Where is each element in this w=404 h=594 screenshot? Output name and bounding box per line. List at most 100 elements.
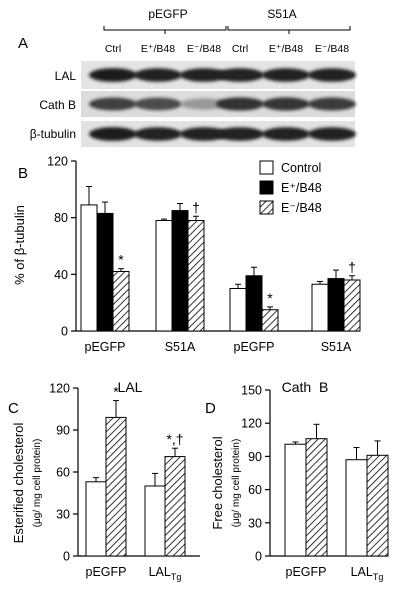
panel-b-letter: B — [18, 165, 28, 182]
panel-b-bar-1-1 — [171, 210, 189, 332]
panel-c-ytick-label-3: 90 — [56, 424, 70, 438]
panel-c-ytick-label-0: 0 — [63, 550, 70, 564]
blot-bands — [89, 68, 356, 141]
panel-d-ytick-label-3: 90 — [248, 450, 262, 464]
band-cathb-lane-4 — [262, 97, 310, 111]
panel-b-bar-3-1 — [327, 278, 345, 332]
band-tubulin-lane-0 — [89, 127, 137, 141]
band-cathb-lane-1 — [134, 97, 182, 111]
panel-d-ytick-label-2: 60 — [248, 483, 262, 497]
panel-d-ytick-label-1: 30 — [248, 516, 262, 530]
lane-label-3: Ctrl — [232, 43, 248, 55]
panel-b-category-label-2: pEGFP — [234, 340, 275, 354]
panel-b-bar-3-0 — [311, 283, 329, 332]
panel-c-chart: C Esterified cholesterol (μg/ mg cell pr… — [8, 382, 200, 582]
panel-c-ytick-label-1: 30 — [56, 508, 70, 522]
band-cathb-lane-0 — [89, 97, 137, 111]
group-brace-s51a — [227, 26, 351, 34]
panel-d-category-label-1: LALTg — [351, 565, 384, 582]
panel-c-bar-1-0 — [144, 485, 166, 557]
panel-c-category-subscript-1: Tg — [171, 572, 182, 582]
band-lal-lane-3 — [216, 68, 264, 82]
band-cathb-lane-3 — [216, 97, 264, 111]
panel-c-ylabel: Esterified cholesterol — [11, 423, 26, 544]
panel-d-ytick-label-0: 0 — [255, 550, 262, 564]
panel-b-ytick-label-3: 120 — [47, 155, 68, 169]
panel-b-bar-1-2 — [187, 220, 205, 332]
group-label-pegfp: pEGFP — [148, 7, 187, 21]
lane-label-2: E⁻/B48 — [187, 43, 221, 55]
panel-b-annotation-0: * — [118, 252, 124, 268]
panel-d-bar-1-0 — [345, 459, 368, 557]
panel-b-bar-0-2 — [112, 271, 130, 332]
panel-d-category-label-0: pEGFP — [286, 565, 327, 579]
lane-label-1: E⁺/B48 — [141, 43, 175, 55]
panel-b-annotation-2: * — [267, 290, 273, 306]
legend-label-1: E⁺/B48 — [281, 181, 322, 195]
panel-d-category-subscript-1: Tg — [373, 572, 384, 582]
panel-d-bar-0-1 — [305, 438, 328, 557]
panel-a-western-blot: A pEGFP S51A Ctrl E⁺/B48 E⁻/B48 Ctrl E⁺/B48 E… — [18, 7, 356, 147]
panel-c-category-base-1: LAL — [149, 565, 171, 579]
panel-d-ylabel: Free cholesterol — [210, 436, 225, 529]
band-tubulin-lane-5 — [308, 127, 356, 141]
panel-d-bar-1-1 — [366, 454, 389, 557]
lane-labels: Ctrl E⁺/B48 E⁻/B48 Ctrl E⁺/B48 E⁻/B48 — [105, 43, 349, 55]
panel-c-category-label-1: LALTg — [149, 565, 182, 582]
band-lal-lane-1 — [134, 68, 182, 82]
band-tubulin-lane-2 — [180, 127, 228, 141]
panel-d-category-base-1: LAL — [351, 565, 373, 579]
panel-c-bar-1-1 — [164, 456, 186, 557]
legend-label-0: Control — [281, 161, 321, 175]
panel-b-annotation-1: † — [192, 199, 200, 215]
panel-d-ylabel-unit: (μg/ mg cell protein) — [231, 439, 242, 528]
panel-b-ytick-label-0: 0 — [61, 325, 68, 339]
panel-c-letter: C — [8, 400, 19, 417]
group-label-s51a: S51A — [267, 7, 296, 21]
band-lal-lane-5 — [308, 68, 356, 82]
panel-b-bar-2-1 — [245, 275, 263, 332]
panel-d-ytick-label-4: 120 — [241, 417, 262, 431]
lane-label-0: Ctrl — [105, 43, 121, 55]
panel-c-annotation-1: *,† — [166, 431, 183, 447]
panel-b-bar-1-0 — [155, 220, 173, 332]
panel-b-category-label-1: S51A — [165, 340, 196, 354]
group-label-cathb: Cath B — [282, 379, 329, 395]
band-lal-lane-0 — [89, 68, 137, 82]
panel-b-bar-0-0 — [80, 204, 98, 332]
panel-b-category-label-3: S51A — [321, 340, 352, 354]
legend-label-2: E⁻/B48 — [281, 201, 322, 215]
panel-b-bar-0-1 — [96, 212, 114, 332]
band-tubulin-lane-4 — [262, 127, 310, 141]
panel-b-category-label-0: pEGFP — [85, 340, 126, 354]
band-cathb-lane-2 — [180, 98, 228, 110]
panel-b-bar-2-2 — [261, 309, 279, 332]
row-label-cathb: Cath B — [39, 98, 76, 112]
panel-c-ytick-label-2: 60 — [56, 466, 70, 480]
panel-c-bar-0-0 — [85, 481, 107, 557]
panel-d-chart: D Free cholesterol (μg/ mg cell protein)… — [205, 384, 389, 582]
panel-b-annotation-3: † — [348, 259, 356, 275]
panel-b-ylabel: % of β-tubulin — [12, 205, 27, 285]
band-tubulin-lane-1 — [134, 127, 182, 141]
panel-a-letter: A — [18, 35, 28, 52]
panel-b-chart: B % of β-tubulin Control E⁺/B48 E⁻/B48 LAL… — [12, 155, 361, 395]
panel-b-legend: Control E⁺/B48 E⁻/B48 — [259, 160, 322, 215]
band-lal-lane-4 — [262, 68, 310, 82]
panel-c-annotation-0: * — [113, 384, 119, 400]
panel-c-category-label-0: pEGFP — [86, 565, 127, 579]
group-brace-pegfp — [103, 26, 227, 34]
band-tubulin-lane-3 — [216, 127, 264, 141]
panel-b-bar-3-2 — [343, 279, 361, 332]
panel-c-bar-0-1 — [105, 416, 127, 557]
band-lal-lane-2 — [180, 68, 228, 82]
panel-c-ylabel-unit: (μg/ mg cell protein) — [32, 439, 43, 528]
legend-swatch-0 — [259, 160, 274, 175]
lane-label-4: E⁺/B48 — [269, 43, 303, 55]
band-cathb-lane-5 — [308, 97, 356, 111]
group-label-lal: LAL — [118, 379, 143, 395]
panel-d-ytick-label-5: 150 — [241, 384, 262, 398]
panel-b-ytick-label-2: 80 — [54, 211, 68, 225]
row-label-lal: LAL — [55, 69, 77, 83]
